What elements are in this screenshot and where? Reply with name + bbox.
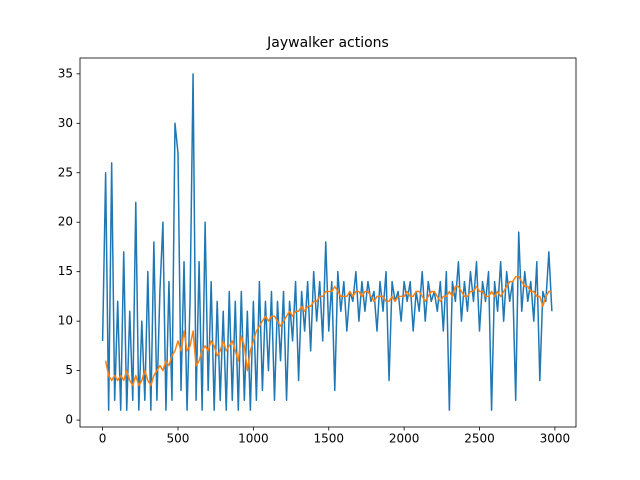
y-tick-label: 35 <box>58 66 73 80</box>
y-tick-label: 30 <box>58 116 73 130</box>
chart-title: Jaywalker actions <box>266 35 389 51</box>
series-line <box>104 275 552 387</box>
x-tick-label: 2000 <box>389 432 420 446</box>
y-tick-label: 20 <box>58 215 73 229</box>
plot-frame <box>79 57 577 428</box>
x-tick-label: 2500 <box>464 432 495 446</box>
x-tick-label: 1000 <box>238 432 269 446</box>
y-tick-label: 25 <box>58 165 73 179</box>
y-tick-label: 10 <box>58 314 73 328</box>
x-tick-label: 500 <box>167 432 190 446</box>
x-tick-label: 1500 <box>313 432 344 446</box>
x-tick-label: 3000 <box>540 432 571 446</box>
y-tick-label: 5 <box>65 363 73 377</box>
series-line <box>101 73 553 411</box>
x-tick-label: 0 <box>99 432 107 446</box>
y-tick-label: 15 <box>58 264 73 278</box>
y-tick-label: 0 <box>65 413 73 427</box>
